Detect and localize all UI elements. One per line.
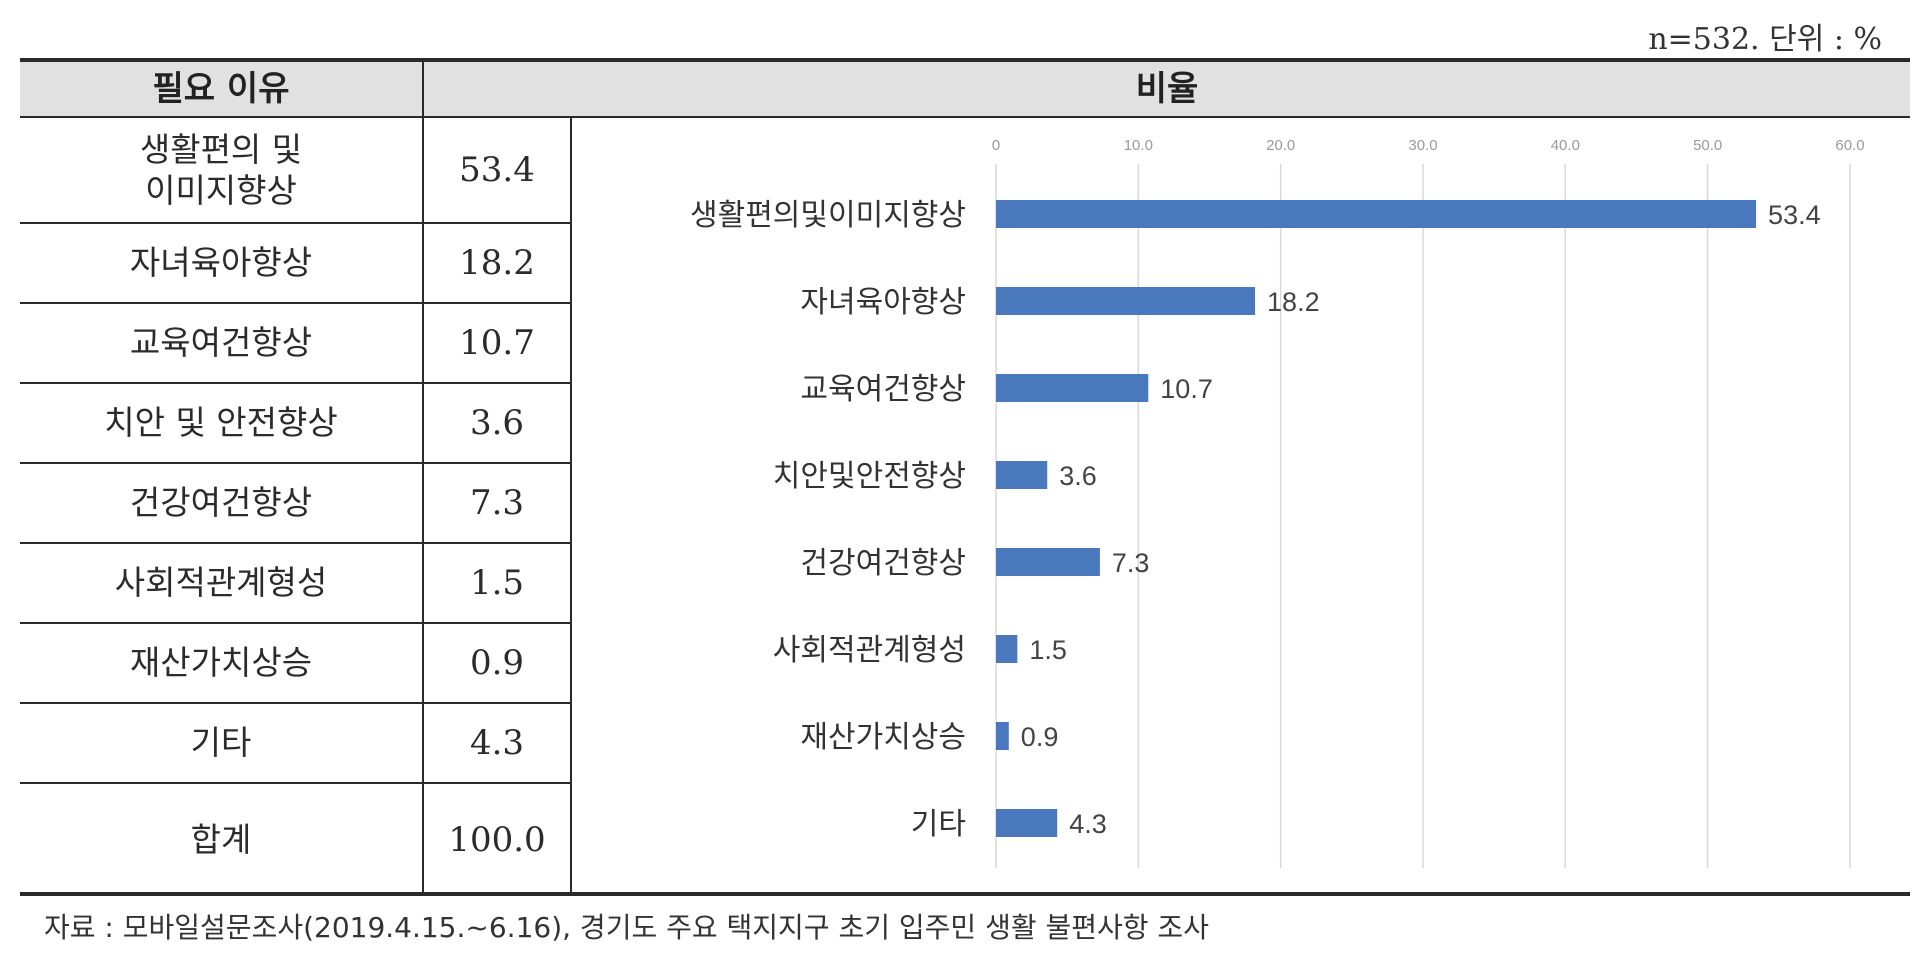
bar [996,461,1048,489]
bar-chart-svg: 0 10.0 20.0 30.0 40.0 50.0 60.0 생활편의및이미지향상 53.4 자… [690,137,1865,868]
reason-text: 이미지향상 [145,171,297,210]
unit-note: n=532. 단위 : % [1648,22,1882,57]
source-note: 자료 : 모바일설문조사(2019.4.15.~6.16), 경기도 주요 택지… [44,911,1209,944]
data-label: 4.3 [1069,809,1107,839]
table-row: 교육여건향상 10.7 [20,304,572,384]
data-label: 53.4 [1768,200,1821,230]
value-cell: 18.2 [459,243,535,283]
table-row-total: 합계 100.0 [20,784,572,896]
category-label: 건강여건향상 [800,546,966,581]
reason-cell: 생활편의 및 이미지향상 [20,118,422,222]
reason-cell: 기타 [190,723,252,763]
x-tick-label: 50.0 [1693,137,1722,154]
x-tick-label: 0 [992,137,1000,154]
x-tick-label: 30.0 [1408,137,1437,154]
data-label: 0.9 [1021,722,1059,752]
bar [996,200,1757,228]
x-tick-label: 60.0 [1835,137,1864,154]
category-label: 치안및안전향상 [773,459,966,494]
x-tick-label: 10.0 [1124,137,1153,154]
header-reason: 필요 이유 [152,69,290,109]
reason-cell: 치안 및 안전향상 [104,403,338,443]
reason-cell: 교육여건향상 [129,323,313,363]
reason-cell: 사회적관계형성 [114,563,328,603]
reason-cell: 건강여건향상 [129,483,313,523]
data-label: 18.2 [1267,287,1320,317]
column-divider [570,118,572,896]
table-row: 사회적관계형성 1.5 [20,544,572,624]
value-cell: 3.6 [469,403,525,443]
reason-cell: 자녀육아향상 [129,243,313,283]
category-label: 교육여건향상 [800,372,966,407]
bar-chart: 0 10.0 20.0 30.0 40.0 50.0 60.0 생활편의및이미지향상 53.4 자… [572,118,1910,896]
data-label: 10.7 [1160,374,1213,404]
category-label: 재산가치상승 [800,720,966,755]
data-label: 3.6 [1059,461,1097,491]
value-cell: 0.9 [469,643,525,683]
x-tick-label: 20.0 [1266,137,1295,154]
bar [996,635,1018,663]
bar [996,374,1149,402]
x-tick-label: 40.0 [1551,137,1580,154]
value-cell: 1.5 [469,563,525,603]
category-label: 기타 [911,807,966,842]
reason-cell: 합계 [190,820,252,860]
category-label: 자녀육아향상 [800,285,966,320]
table-row: 생활편의 및 이미지향상 53.4 [20,118,572,224]
category-label: 생활편의및이미지향상 [690,198,966,233]
value-cell: 4.3 [469,723,525,763]
value-cell: 100.0 [448,820,546,860]
data-label: 7.3 [1112,548,1150,578]
value-cell: 10.7 [459,323,535,363]
value-cell: 53.4 [459,150,535,190]
bar [996,809,1058,837]
value-cell: 7.3 [469,483,525,523]
category-label: 사회적관계형성 [773,633,966,668]
table-header-row: 필요 이유 비율 [20,62,1910,118]
table-body: 생활편의 및 이미지향상 53.4 자녀육아향상 18.2 교육여건향상 10.… [20,118,572,896]
data-label: 1.5 [1029,635,1067,665]
header-ratio: 비율 [1135,69,1199,109]
bar [996,722,1009,750]
table-row: 기타 4.3 [20,704,572,784]
column-divider [422,62,424,896]
table-row: 재산가치상승 0.9 [20,624,572,704]
data-table: 필요 이유 비율 생활편의 및 이미지향상 53.4 자녀육아향상 18.2 교… [20,58,1910,896]
bar [996,548,1100,576]
reason-text: 생활편의 및 [139,129,303,169]
table-row: 건강여건향상 7.3 [20,464,572,544]
reason-cell: 재산가치상승 [129,643,313,683]
bar [996,287,1256,315]
table-row: 치안 및 안전향상 3.6 [20,384,572,464]
table-row: 자녀육아향상 18.2 [20,224,572,304]
